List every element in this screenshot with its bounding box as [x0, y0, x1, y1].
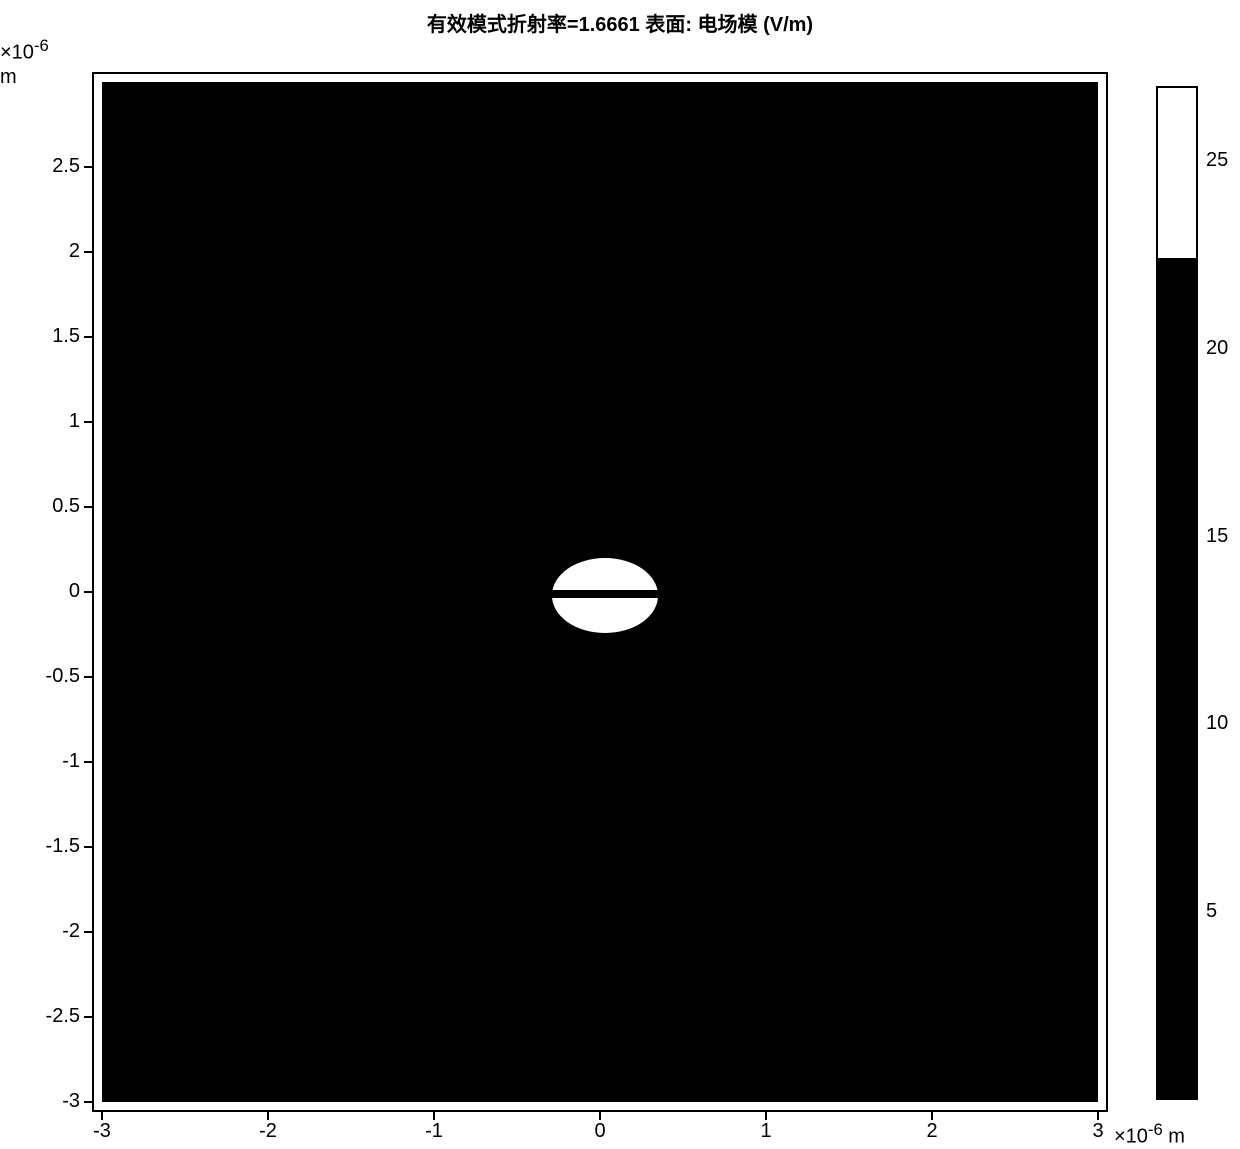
y-scale-unit: m [0, 66, 17, 88]
x-tick-label: 1 [736, 1120, 796, 1143]
x-scale-exp: -6 [1148, 1120, 1163, 1139]
y-tick-mark [84, 846, 92, 848]
y-tick-mark [84, 166, 92, 168]
colorbar-tick-label: 20 [1206, 337, 1228, 360]
colorbar-tick-label: 25 [1206, 149, 1228, 172]
y-tick-label: -2.5 [0, 1005, 80, 1028]
y-tick-mark [84, 676, 92, 678]
x-tick-mark [931, 1112, 933, 1120]
y-tick-label: -1 [0, 750, 80, 773]
y-tick-mark [84, 591, 92, 593]
y-scale-exp: -6 [34, 36, 49, 55]
x-tick-mark [599, 1112, 601, 1120]
y-tick-label: 1 [0, 410, 80, 433]
y-tick-label: 0.5 [0, 495, 80, 518]
colorbar-tick-label: 15 [1206, 525, 1228, 548]
y-tick-mark [84, 761, 92, 763]
x-tick-label: 2 [902, 1120, 962, 1143]
chart-container: 有效模式折射率=1.6661 表面: 电场模 (V/m) ×10-6 m -3-… [0, 0, 1240, 1146]
y-tick-label: -3 [0, 1090, 80, 1113]
y-tick-label: -0.5 [0, 665, 80, 688]
y-tick-mark [84, 421, 92, 423]
plot-title: 有效模式折射率=1.6661 表面: 电场模 (V/m) [0, 8, 1240, 37]
x-tick-label: 0 [570, 1120, 630, 1143]
x-tick-mark [267, 1112, 269, 1120]
x-axis-scale-label: ×10-6 m [1114, 1120, 1185, 1149]
mode-spot-band [550, 590, 660, 598]
y-tick-label: 2.5 [0, 155, 80, 178]
x-tick-mark [1097, 1112, 1099, 1120]
y-scale-base: ×10 [0, 42, 34, 64]
x-tick-mark [765, 1112, 767, 1120]
y-tick-label: 0 [0, 580, 80, 603]
x-scale-base: ×10 [1114, 1126, 1148, 1148]
y-tick-label: -1.5 [0, 835, 80, 858]
colorbar-tick-label: 5 [1206, 900, 1217, 923]
x-tick-label: -1 [404, 1120, 464, 1143]
y-tick-mark [84, 251, 92, 253]
y-tick-mark [84, 1101, 92, 1103]
y-tick-mark [84, 336, 92, 338]
x-tick-label: -3 [72, 1120, 132, 1143]
colorbar-fill [1158, 258, 1196, 1098]
y-axis-scale-label: ×10-6 m [0, 36, 49, 89]
y-tick-label: 2 [0, 240, 80, 263]
y-tick-label: 1.5 [0, 325, 80, 348]
x-tick-mark [433, 1112, 435, 1120]
y-tick-mark [84, 506, 92, 508]
y-tick-label: -2 [0, 920, 80, 943]
x-tick-mark [101, 1112, 103, 1120]
x-tick-label: -2 [238, 1120, 298, 1143]
colorbar-tick-label: 10 [1206, 712, 1228, 735]
y-tick-mark [84, 931, 92, 933]
y-tick-mark [84, 1016, 92, 1018]
x-scale-unit: m [1163, 1126, 1185, 1148]
